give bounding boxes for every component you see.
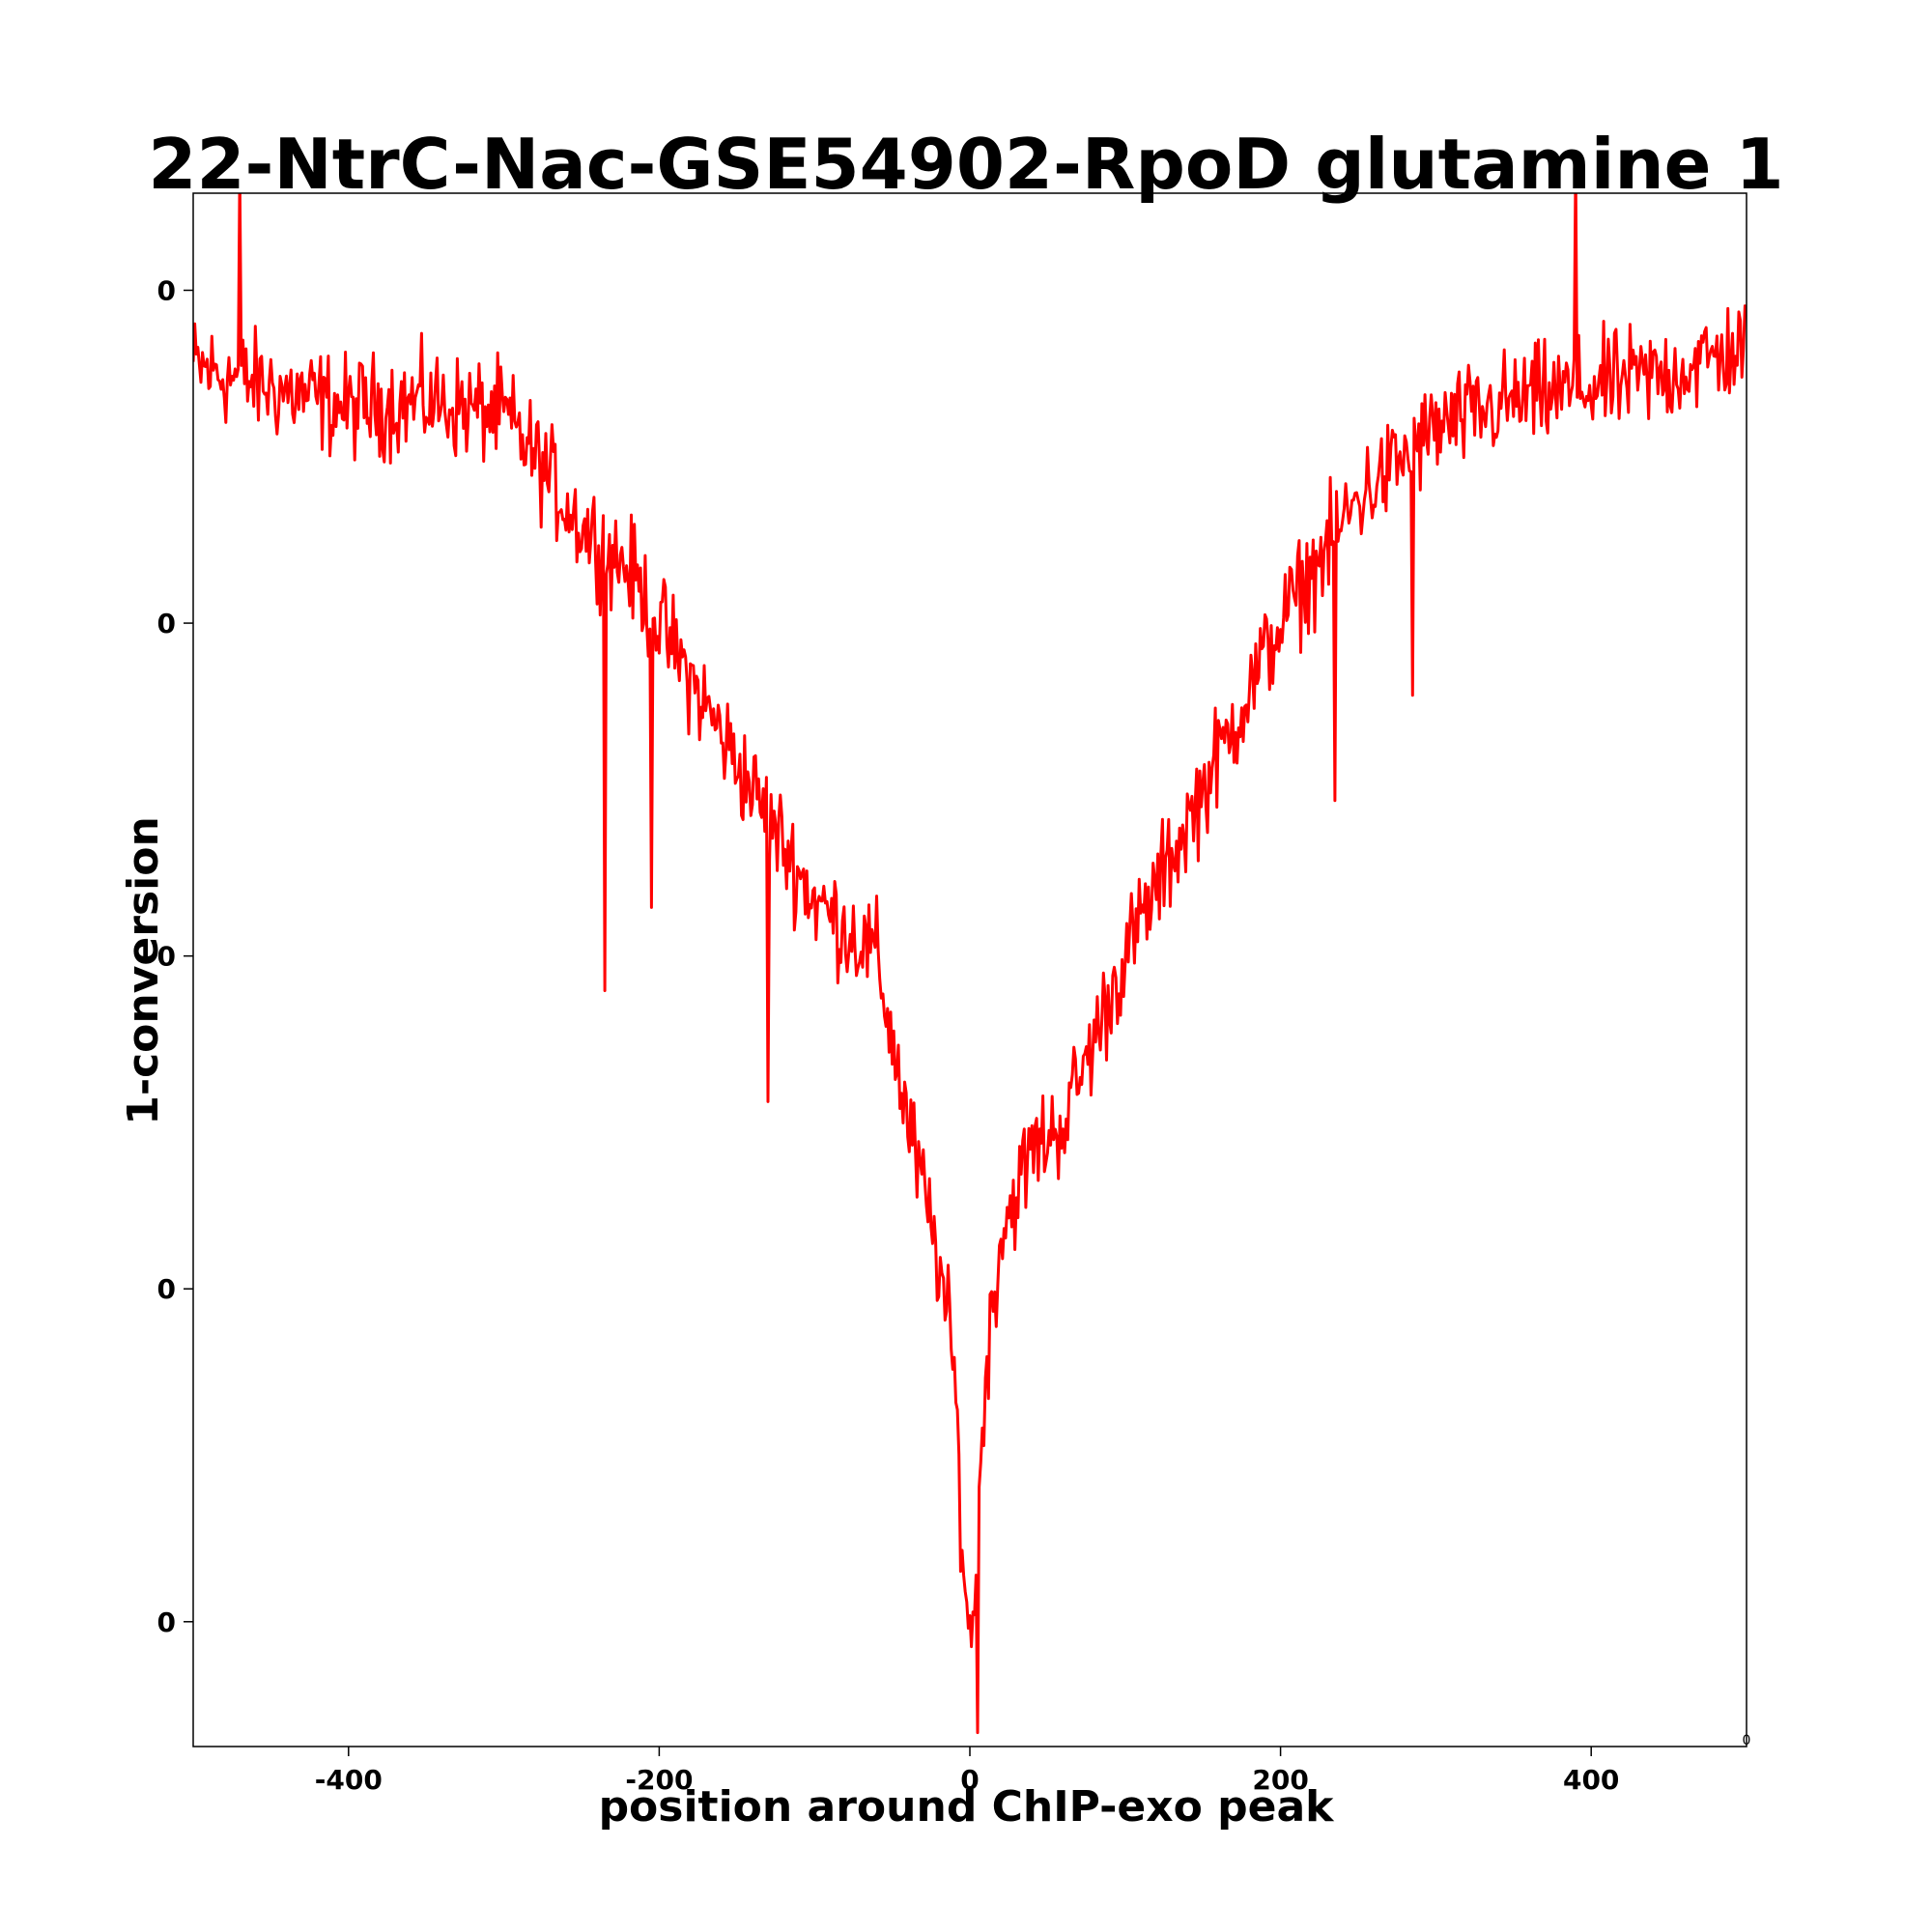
y-tick-label-3: 0 xyxy=(157,1273,176,1305)
y-tick-label-1: 0 xyxy=(157,608,176,639)
x-tick-label-2: 0 xyxy=(960,1764,979,1796)
x-axis-offset-text: 0 xyxy=(1743,1733,1751,1748)
x-tick-label-1: -200 xyxy=(625,1764,693,1796)
x-tick-label-3: 200 xyxy=(1252,1764,1308,1796)
y-axis-label: 1-conversion xyxy=(119,816,168,1125)
plot-area xyxy=(193,193,1747,1735)
x-tick-label-0: -400 xyxy=(315,1764,383,1796)
chart-title: 22-NtrC-Nac-GSE54902-RpoD glutamine 1 xyxy=(148,124,1783,205)
y-tick-label-2: 0 xyxy=(157,941,176,973)
axes: -400 -200 0 200 400 0 0 0 0 0 xyxy=(157,192,1747,1796)
x-axis-label: position around ChIP-exo peak xyxy=(599,1782,1336,1832)
y-tick-label-0: 0 xyxy=(157,275,176,307)
series-line-0 xyxy=(193,193,1747,1735)
y-tick-label-4: 0 xyxy=(157,1606,176,1638)
x-tick-label-4: 400 xyxy=(1563,1764,1619,1796)
